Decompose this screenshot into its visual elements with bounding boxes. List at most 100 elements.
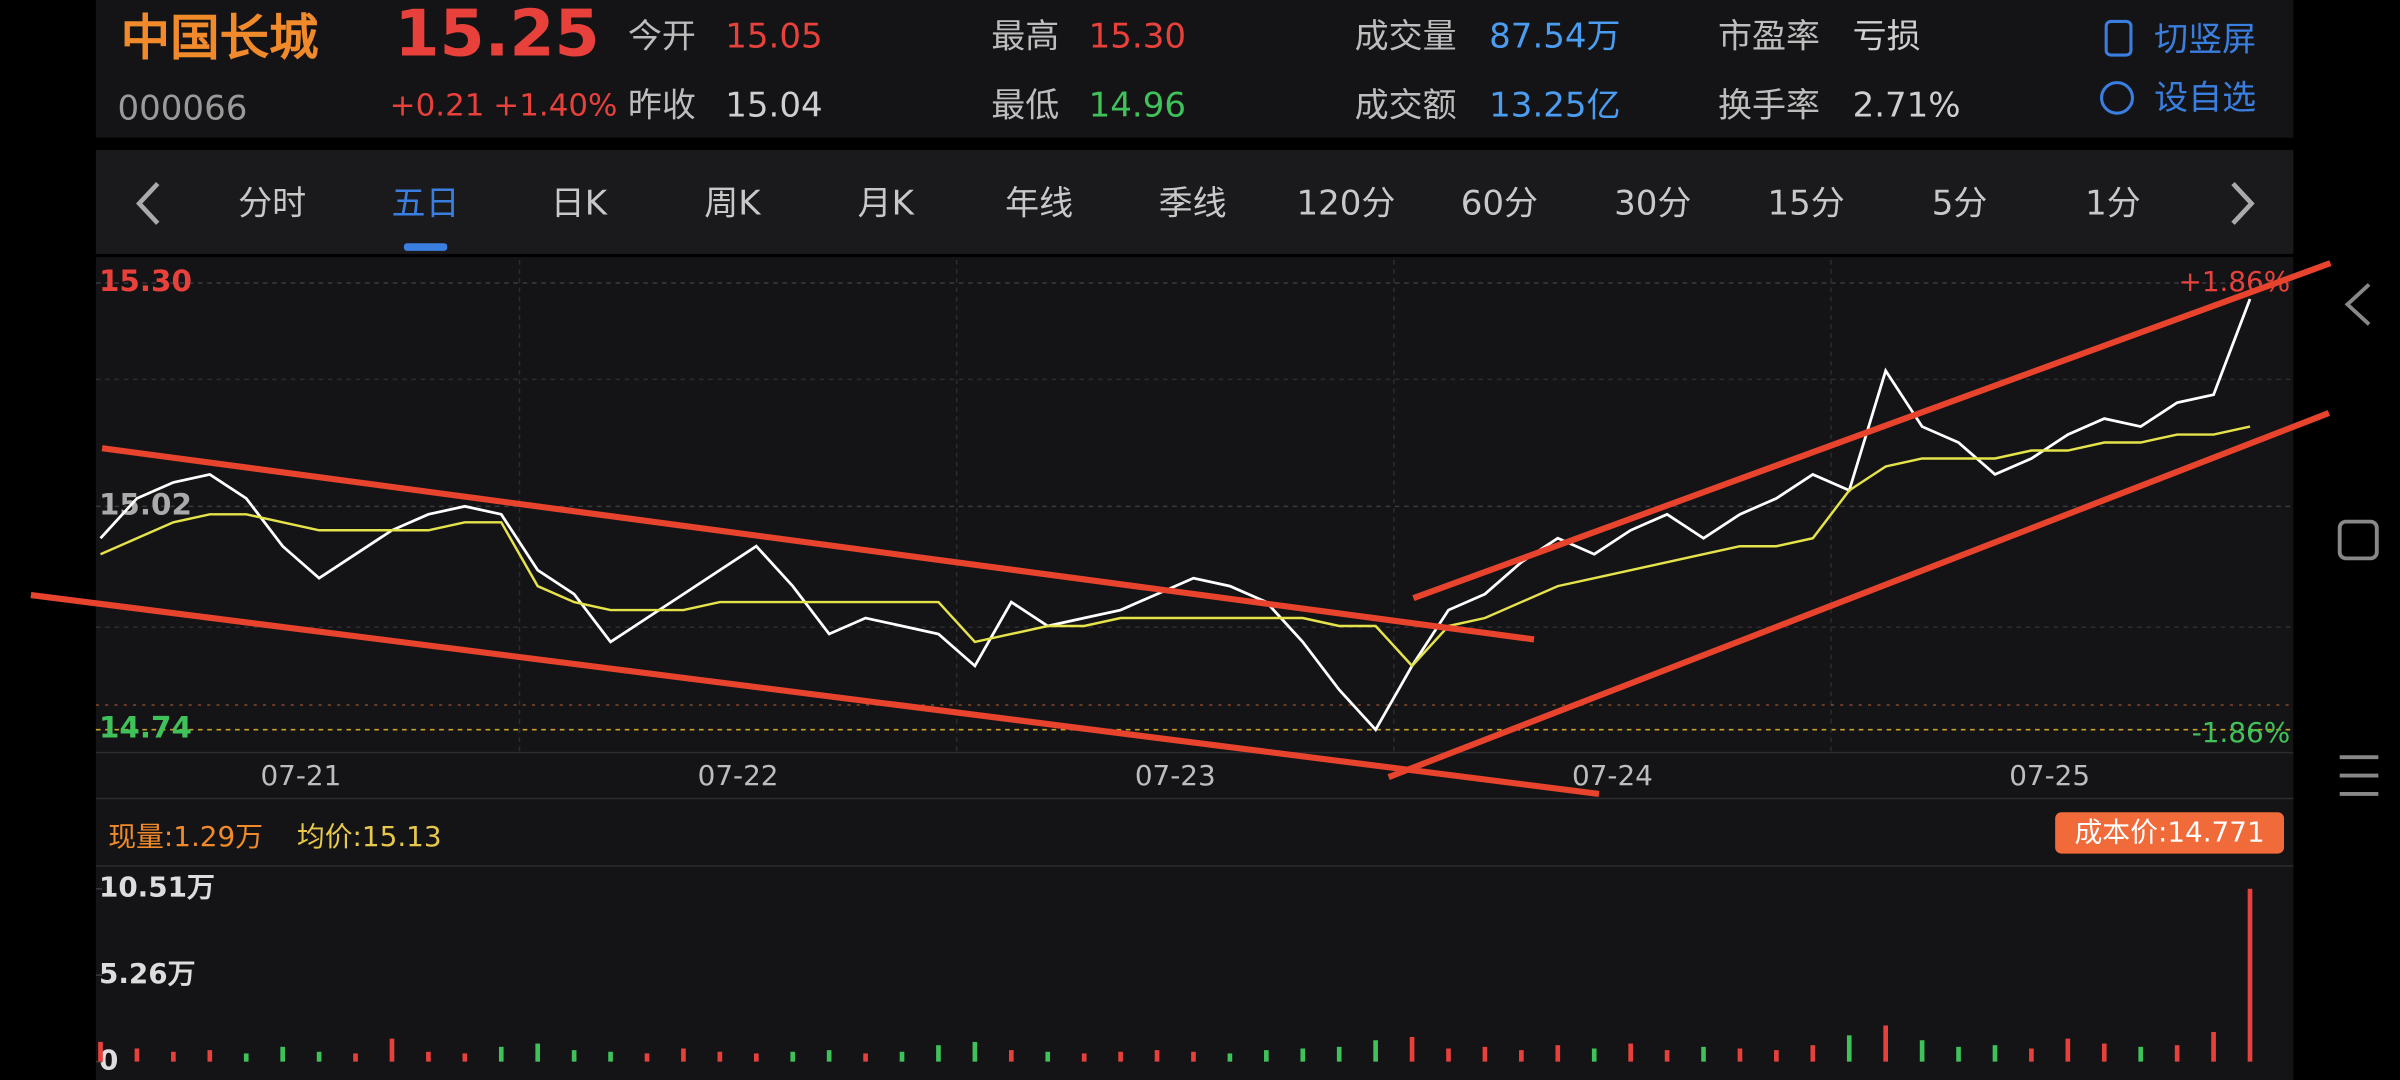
nav-home[interactable] (2337, 519, 2379, 561)
x-tick-label: 07-21 (260, 759, 341, 792)
volume-bar (1118, 1051, 1123, 1062)
volume-bar (207, 1050, 213, 1062)
volume-bar (2247, 888, 2253, 1062)
volume-bar (863, 1053, 868, 1062)
volume-bar (1008, 1050, 1014, 1062)
field-label: 成交额 (1355, 86, 1457, 125)
volume-bar (1227, 1053, 1233, 1062)
series-line (100, 425, 2251, 668)
volume-bar (1045, 1051, 1051, 1062)
volume-bar (243, 1053, 249, 1062)
field-label: 最低 (991, 86, 1059, 125)
field-label: 换手率 (1718, 86, 1820, 125)
trend-line (1412, 260, 2332, 602)
volume-bar (681, 1048, 686, 1062)
volume-bar (426, 1051, 431, 1062)
volume-bar (2101, 1043, 2107, 1062)
button-label[interactable]: 切竖屏 (2154, 20, 2256, 59)
field-label: 市盈率 (1718, 17, 1820, 56)
tab[interactable]: 60分 (1461, 184, 1538, 223)
volume-bar (790, 1051, 796, 1062)
y-tick-label: 5.26万 (99, 957, 195, 990)
volume-bar (389, 1038, 395, 1062)
volume-bar (1701, 1046, 1706, 1062)
tab[interactable]: 季线 (1159, 184, 1227, 223)
tab[interactable]: 周K (704, 184, 761, 223)
field-value: 14.96 (1089, 86, 1186, 125)
volume-bar (644, 1053, 650, 1062)
volume-bar (1446, 1048, 1451, 1062)
volume-bar (1846, 1035, 1852, 1062)
volume-bar (1883, 1025, 1889, 1062)
field-value: 87.54万 (1489, 17, 1620, 56)
volume-bar (498, 1046, 504, 1062)
field-value: 亏损 (1853, 17, 1921, 56)
tab[interactable]: 分时 (238, 184, 306, 223)
nav-back[interactable] (2344, 283, 2371, 326)
volume-bar (899, 1051, 905, 1062)
y-tick-label: 15.30 (99, 264, 192, 298)
volume-bar (717, 1051, 723, 1062)
volume-bar (972, 1041, 978, 1062)
volume-bar (1956, 1046, 1961, 1062)
volume-bar (1555, 1045, 1561, 1062)
trend-line (1387, 410, 2330, 780)
tabs-next[interactable] (2231, 182, 2255, 225)
tab[interactable]: 15分 (1768, 184, 1845, 223)
volume-bar (1081, 1053, 1087, 1062)
field-label: 今开 (628, 17, 696, 56)
volume-bar (1373, 1040, 1378, 1062)
tab[interactable]: 120分 (1297, 184, 1396, 223)
portrait-button[interactable]: 切竖屏 (2104, 19, 2256, 59)
y-tick-label: 10.51万 (99, 871, 215, 904)
volume-bar (1664, 1050, 1670, 1062)
volume-bar (2065, 1038, 2071, 1062)
pct-label: -1.86% (2192, 716, 2290, 749)
change-pct: +1.40% (493, 88, 617, 124)
field-value: 2.71% (1853, 86, 1961, 125)
volume-info: 均价:15.13 (297, 820, 442, 853)
tab[interactable]: 日K (551, 184, 608, 223)
icon (2104, 19, 2133, 57)
stock-price: 15.25 (394, 0, 599, 72)
field-label: 昨收 (628, 86, 696, 125)
tab[interactable]: 五日 (392, 184, 460, 223)
cost-label: 成本价:14.771 (2074, 816, 2264, 849)
volume-bar (1300, 1048, 1306, 1062)
change: +0.21 (390, 88, 485, 124)
tabs-prev[interactable] (136, 182, 160, 225)
field-value: 15.04 (725, 86, 822, 125)
tab-indicator (403, 243, 448, 251)
volume-bar (353, 1053, 358, 1062)
x-tick-label: 07-24 (1572, 759, 1653, 792)
stock-code: 000066 (118, 89, 248, 128)
volume-bar (316, 1051, 322, 1062)
watchlist-button[interactable]: 设自选 (2100, 78, 2257, 117)
volume-bar (1774, 1050, 1779, 1062)
volume-bar (1409, 1036, 1415, 1062)
tab[interactable]: 年线 (1005, 184, 1073, 223)
series-line (99, 298, 2252, 733)
trend-lines (30, 260, 2332, 797)
nav-menu[interactable] (2339, 755, 2379, 796)
volume-bar (1191, 1051, 1196, 1062)
volume-bar (1628, 1043, 1633, 1062)
button-label[interactable]: 设自选 (2154, 78, 2256, 117)
volume-bar (1737, 1048, 1743, 1062)
volume-bar (134, 1048, 140, 1062)
tab[interactable]: 月K (858, 184, 915, 223)
volume-bar (1336, 1046, 1342, 1062)
volume-bar (571, 1050, 577, 1062)
tab[interactable]: 1分 (2085, 184, 2141, 223)
x-tick-label: 07-23 (1135, 759, 1216, 792)
field-value: 15.30 (1089, 17, 1186, 56)
volume-bar (1519, 1050, 1524, 1062)
tab[interactable]: 30分 (1614, 184, 1691, 223)
icon (2100, 81, 2135, 115)
field-label: 最高 (991, 17, 1059, 56)
volume-bar (1154, 1050, 1160, 1062)
trend-line (101, 445, 1535, 643)
tab[interactable]: 5分 (1932, 184, 1988, 223)
volume-bar (753, 1053, 759, 1062)
